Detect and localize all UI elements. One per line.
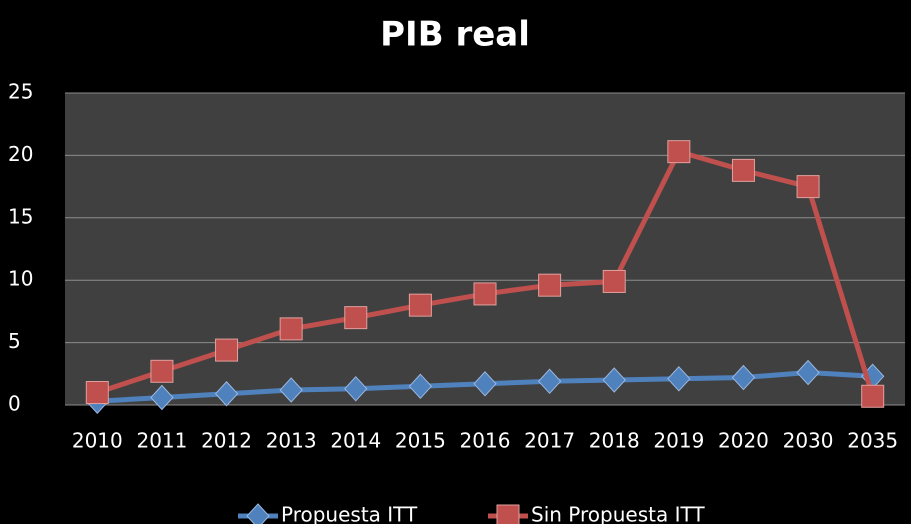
data-point <box>344 306 368 330</box>
data-point <box>408 293 432 317</box>
data-point <box>279 377 303 403</box>
data-point <box>279 317 303 341</box>
x-tick-label: 2018 <box>589 429 640 453</box>
x-tick-label: 2016 <box>460 429 511 453</box>
x-tick-label: 2019 <box>653 429 704 453</box>
data-point <box>85 381 109 405</box>
data-point <box>602 269 626 293</box>
x-tick-label: 2020 <box>718 429 769 453</box>
legend-marker <box>496 504 520 524</box>
y-tick-label: 25 <box>8 80 33 104</box>
data-point <box>861 384 885 408</box>
x-tick-label: 2017 <box>524 429 575 453</box>
y-tick-label: 10 <box>8 267 33 291</box>
data-point <box>344 376 368 402</box>
legend-marker <box>246 503 270 524</box>
x-tick-label: 2010 <box>72 429 123 453</box>
x-tick-label: 2012 <box>201 429 252 453</box>
data-point <box>215 338 239 362</box>
data-point <box>796 175 820 199</box>
data-point <box>150 384 174 411</box>
chart-title: PIB real <box>380 15 530 55</box>
data-point <box>473 371 497 397</box>
x-tick-label: 2015 <box>395 429 446 453</box>
y-tick-label: 0 <box>8 392 21 416</box>
data-point <box>408 373 433 400</box>
y-tick-label: 5 <box>8 329 21 353</box>
data-point <box>473 282 497 306</box>
data-point <box>214 381 239 407</box>
data-point <box>796 359 820 386</box>
data-point <box>602 367 626 393</box>
x-tick-label: 2030 <box>783 429 834 453</box>
x-tick-label: 2013 <box>266 429 317 453</box>
y-tick-label: 20 <box>8 142 33 166</box>
x-tick-label: 2014 <box>330 429 381 453</box>
data-point <box>731 364 756 391</box>
data-point <box>667 366 691 392</box>
x-tick-label: 2011 <box>136 429 187 453</box>
legend-label: Propuesta ITT <box>281 503 418 524</box>
data-point <box>667 140 691 164</box>
x-tick-label: 2035 <box>847 429 898 453</box>
y-tick-label: 15 <box>8 204 33 228</box>
data-point <box>537 368 562 395</box>
data-point <box>150 359 174 383</box>
data-point <box>731 158 755 182</box>
data-point <box>538 273 562 297</box>
plot-area <box>65 93 905 405</box>
legend-label: Sin Propuesta ITT <box>531 503 705 524</box>
